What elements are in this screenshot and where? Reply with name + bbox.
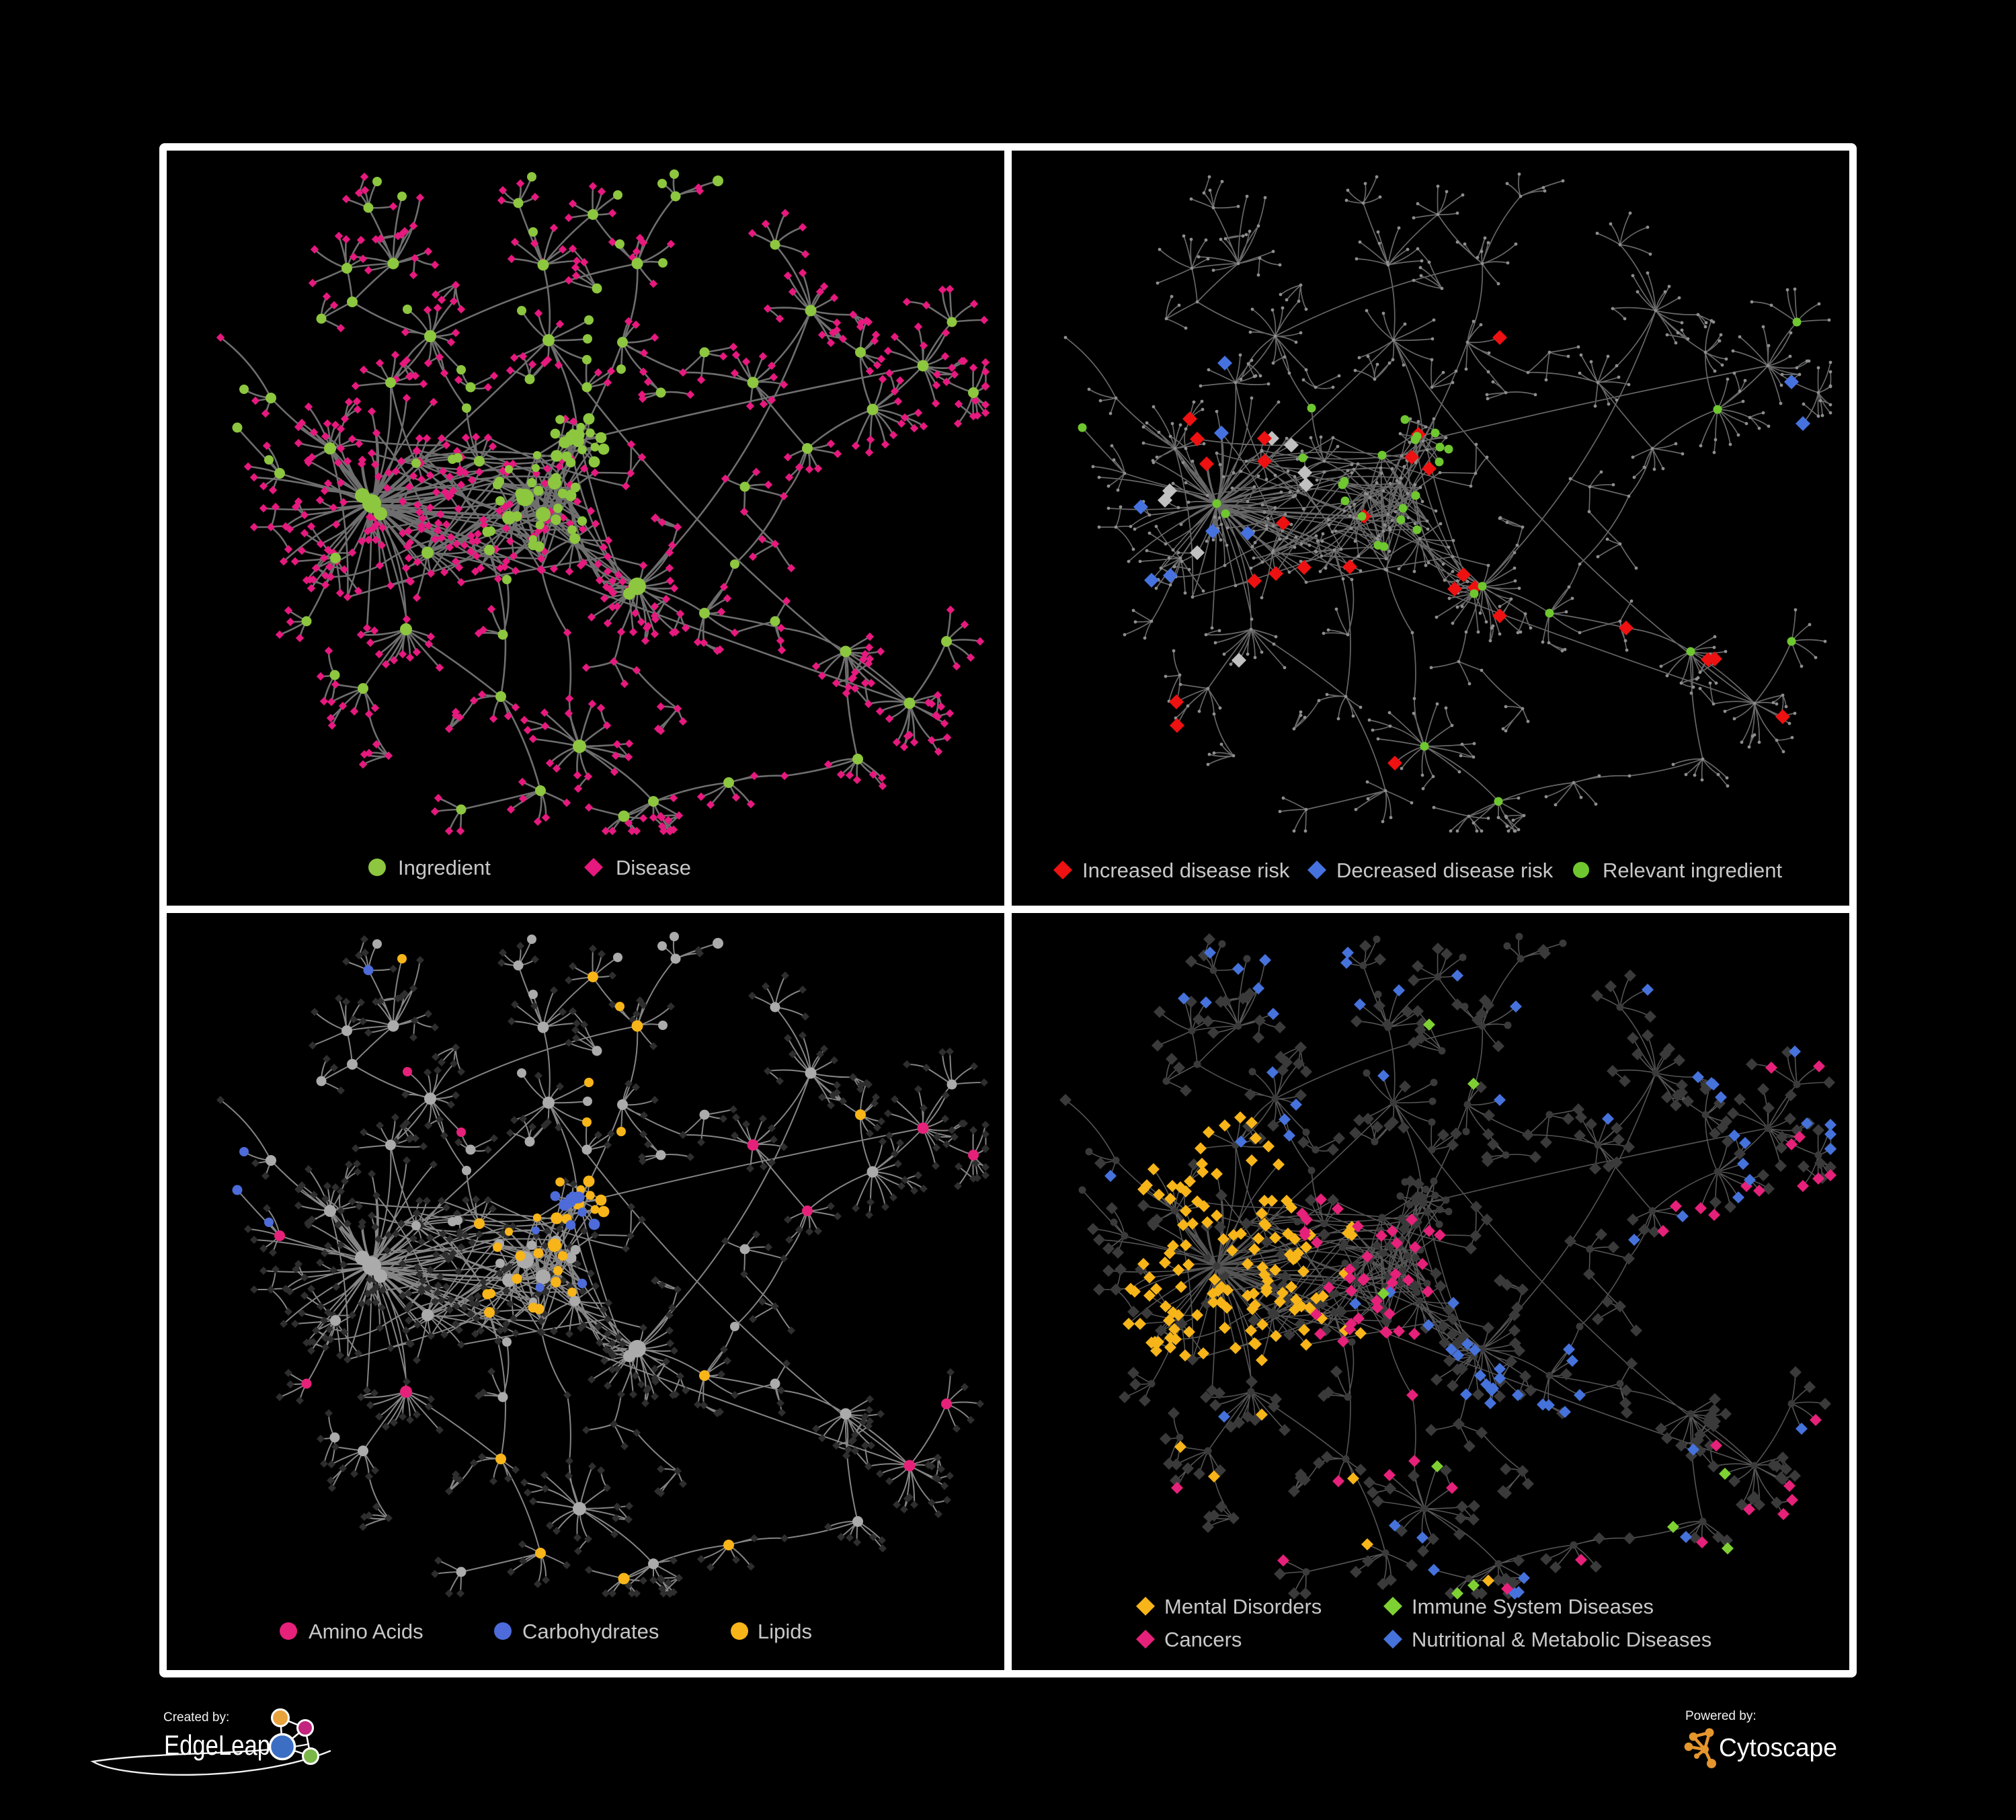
svg-text:Increased disease risk: Increased disease risk — [1082, 859, 1290, 882]
svg-text:Decreased disease risk: Decreased disease risk — [1336, 859, 1554, 882]
svg-text:Carbohydrates: Carbohydrates — [522, 1620, 659, 1643]
svg-text:Cytoscape: Cytoscape — [1719, 1734, 1837, 1762]
svg-text:Nutritional & Metabolic Diseas: Nutritional & Metabolic Diseases — [1412, 1628, 1711, 1651]
svg-text:Lipids: Lipids — [758, 1620, 812, 1643]
svg-text:Amino Acids: Amino Acids — [309, 1620, 424, 1643]
svg-text:Immune System Diseases: Immune System Diseases — [1412, 1595, 1654, 1618]
svg-text:Mental Disorders: Mental Disorders — [1164, 1595, 1322, 1618]
svg-text:Cancers: Cancers — [1164, 1628, 1242, 1651]
svg-text:Disease: Disease — [616, 856, 691, 879]
svg-text:Relevant ingredient: Relevant ingredient — [1603, 859, 1783, 882]
svg-text:EdgeLeap: EdgeLeap — [164, 1729, 270, 1761]
svg-text:Ingredient: Ingredient — [398, 856, 491, 879]
